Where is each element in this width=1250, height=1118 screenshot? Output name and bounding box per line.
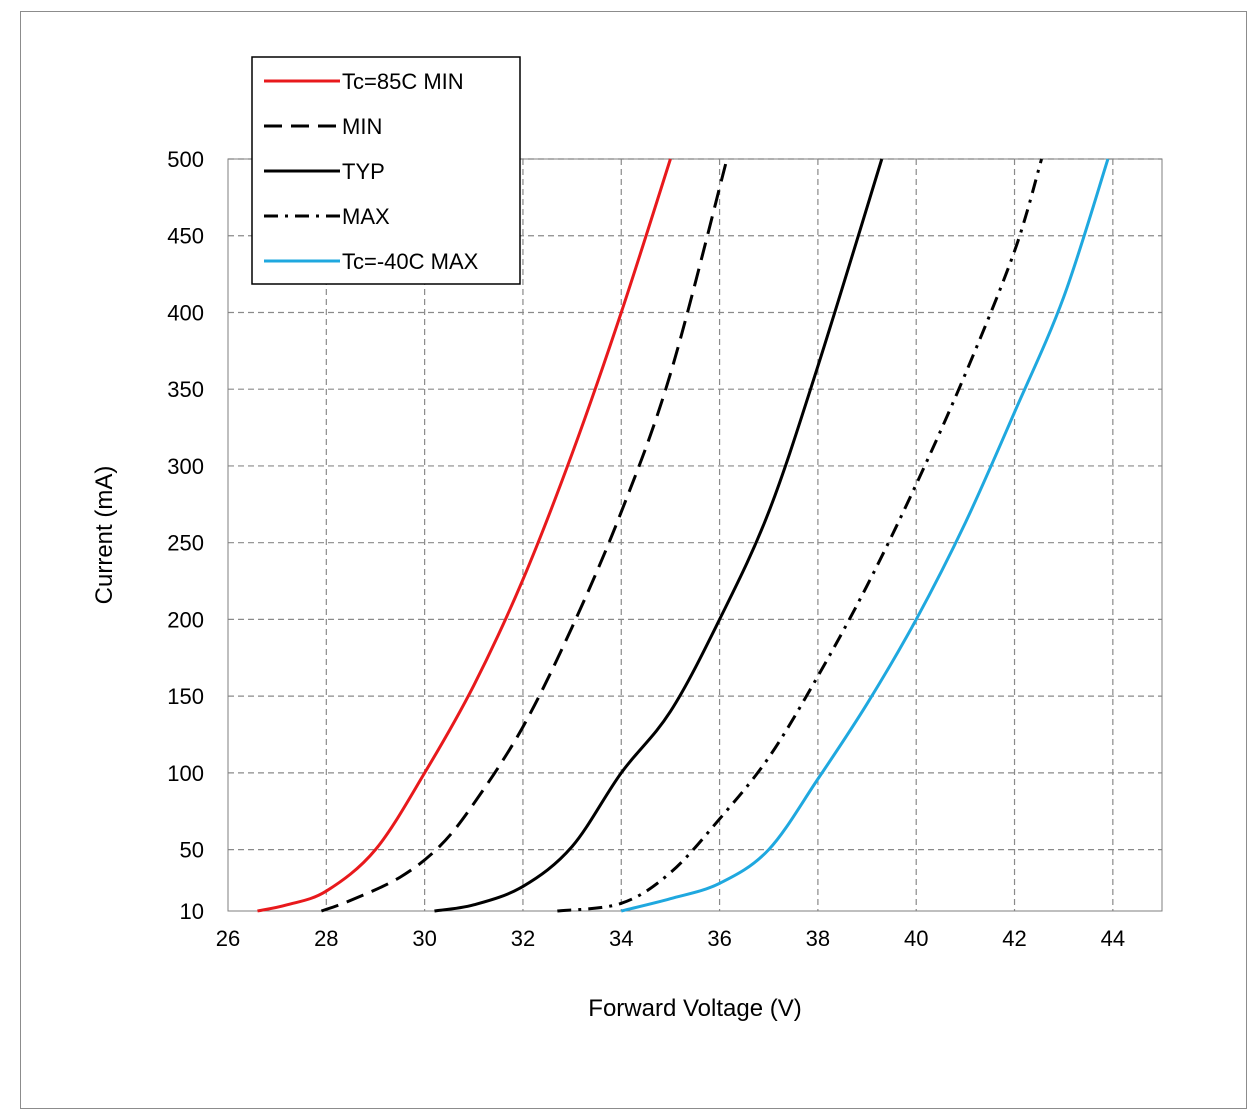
y-tick-label: 150 [167,684,204,709]
legend-label-1: MIN [342,114,382,139]
y-axis-label: Current (mA) [91,466,118,605]
y-tick-label: 300 [167,454,204,479]
y-tick-label: 400 [167,300,204,325]
x-tick-label: 40 [904,926,928,951]
y-tick-label: 10 [180,899,204,924]
y-tick-labels: 10 50 100 150 200 250 300 350 400 450 500 [167,147,204,924]
legend: Tc=85C MIN MIN TYP MAX Tc=-40C MAX [251,56,521,285]
series-line-4 [620,158,1110,913]
series-line-2 [434,158,884,913]
legend-label-3: MAX [342,204,390,229]
x-tick-label: 42 [1002,926,1026,951]
y-tick-label: 100 [167,761,204,786]
y-tick-label: 350 [167,377,204,402]
series-line-0 [257,158,672,913]
series-layer [257,158,1110,913]
legend-label-4: Tc=-40C MAX [342,249,479,274]
x-axis-label: Forward Voltage (V) [588,995,801,1022]
y-tick-label: 500 [167,147,204,172]
x-tick-label: 44 [1101,926,1125,951]
y-tick-label: 450 [167,224,204,249]
series-line-3 [557,158,1043,913]
figure-border [20,11,1247,1109]
x-tick-label: 36 [707,926,731,951]
x-tick-label: 32 [511,926,535,951]
x-tick-label: 26 [216,926,240,951]
legend-label-2: TYP [342,159,385,184]
x-tick-label: 28 [314,926,338,951]
plot-area-border [227,158,1163,912]
x-tick-label: 34 [609,926,633,951]
y-tick-label: 250 [167,531,204,556]
y-tick-label: 50 [180,838,204,863]
x-tick-label: 30 [412,926,436,951]
series-line-1 [320,158,729,913]
x-tick-labels: 26 28 30 32 34 36 38 40 42 44 [216,926,1125,951]
y-tick-label: 200 [167,607,204,632]
legend-label-0: Tc=85C MIN [342,69,464,94]
x-tick-label: 38 [806,926,830,951]
